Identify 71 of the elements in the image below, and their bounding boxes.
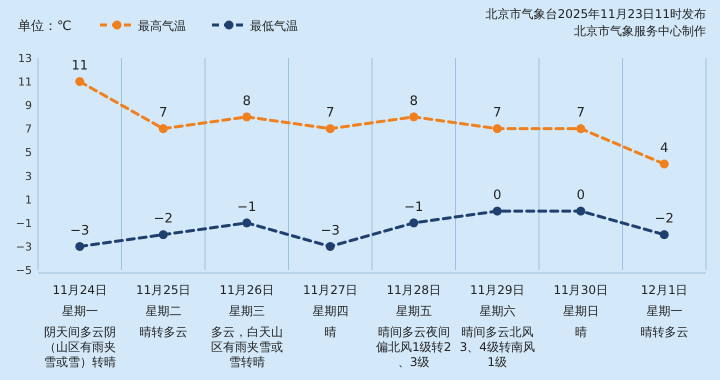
data-label: 7 bbox=[326, 106, 334, 121]
point bbox=[158, 124, 168, 134]
y-tick-label: −1 bbox=[16, 216, 32, 230]
x-tick-label: 11月25日 bbox=[136, 283, 191, 297]
text: 星期二 bbox=[145, 304, 182, 318]
x-tick-label: 11月30日 bbox=[553, 283, 608, 297]
data-label: 0 bbox=[493, 188, 502, 204]
y-axis-title: 单位：℃ bbox=[18, 19, 72, 34]
x-tick-label: 11月29日 bbox=[470, 283, 525, 297]
text: 晴转多云 bbox=[139, 325, 188, 339]
text: 星期三 bbox=[228, 304, 265, 318]
y-tick-label: 7 bbox=[25, 122, 32, 136]
point bbox=[75, 242, 84, 251]
data-label: 8 bbox=[410, 94, 418, 109]
text: 晴 bbox=[324, 325, 336, 339]
legend-label: 最高气温 bbox=[138, 19, 186, 33]
legend-label: 最低气温 bbox=[250, 19, 298, 33]
text: 星期日 bbox=[562, 304, 599, 318]
text: 晴转多云 bbox=[640, 325, 688, 339]
point bbox=[326, 124, 335, 134]
data-label: −1 bbox=[237, 200, 256, 215]
x-tick-label: 12月1日 bbox=[640, 283, 688, 297]
y-tick-label: 1 bbox=[25, 193, 32, 206]
data-label: 7 bbox=[159, 106, 168, 121]
y-tick-label: 5 bbox=[25, 146, 32, 160]
point bbox=[242, 218, 252, 228]
data-label: 7 bbox=[493, 106, 502, 121]
point bbox=[409, 218, 418, 228]
text: 晴间多云夜间偏北风1级转2、3级 bbox=[376, 325, 452, 369]
x-tick-label: 11月28日 bbox=[386, 283, 442, 297]
text: 晴间多云北风3、4级转南风1级 bbox=[460, 325, 535, 369]
data-label: −2 bbox=[154, 212, 173, 227]
data-label: 4 bbox=[660, 141, 668, 156]
data-label: −3 bbox=[70, 223, 90, 238]
y-tick-label: −3 bbox=[16, 240, 32, 254]
data-label: 7 bbox=[576, 106, 585, 121]
y-tick-label: −5 bbox=[16, 264, 32, 277]
point bbox=[242, 112, 252, 122]
y-tick-label: 9 bbox=[25, 99, 32, 112]
x-tick-label: 11月24日 bbox=[52, 283, 108, 297]
text: 多云，白天山区有雨夹雪或雪转晴 bbox=[210, 325, 283, 369]
text: 阴天间多云阴（山区有雨夹雪或雪）转晴 bbox=[44, 325, 116, 369]
point bbox=[576, 206, 586, 216]
point bbox=[409, 112, 418, 122]
text: 星期一 bbox=[62, 304, 98, 318]
text: 北京市气象服务中心制作 bbox=[574, 24, 706, 38]
data-label: 8 bbox=[242, 94, 251, 109]
point bbox=[75, 77, 84, 86]
text: 星期六 bbox=[479, 304, 516, 318]
y-tick-label: 13 bbox=[18, 52, 32, 65]
data-label: 11 bbox=[71, 58, 88, 74]
data-label: −3 bbox=[320, 223, 340, 238]
data-label: −1 bbox=[404, 200, 424, 215]
point bbox=[660, 160, 669, 168]
text: 星期四 bbox=[312, 304, 348, 318]
y-tick-label: 11 bbox=[18, 76, 32, 89]
text: 北京市气象台2025年11月23日11时发布 bbox=[486, 7, 706, 21]
point bbox=[326, 242, 335, 251]
x-tick-label: 11月26日 bbox=[219, 283, 274, 297]
point bbox=[492, 206, 502, 216]
point bbox=[660, 230, 669, 240]
y-tick-label: 3 bbox=[25, 170, 32, 183]
point bbox=[492, 124, 502, 134]
text: 星期五 bbox=[396, 304, 432, 318]
point bbox=[158, 230, 168, 240]
data-label: 0 bbox=[576, 188, 585, 204]
x-tick-label: 11月27日 bbox=[302, 283, 358, 297]
data-label: −2 bbox=[654, 212, 674, 227]
point bbox=[576, 124, 586, 134]
text: 星期一 bbox=[646, 304, 682, 318]
text: 晴 bbox=[574, 325, 587, 339]
